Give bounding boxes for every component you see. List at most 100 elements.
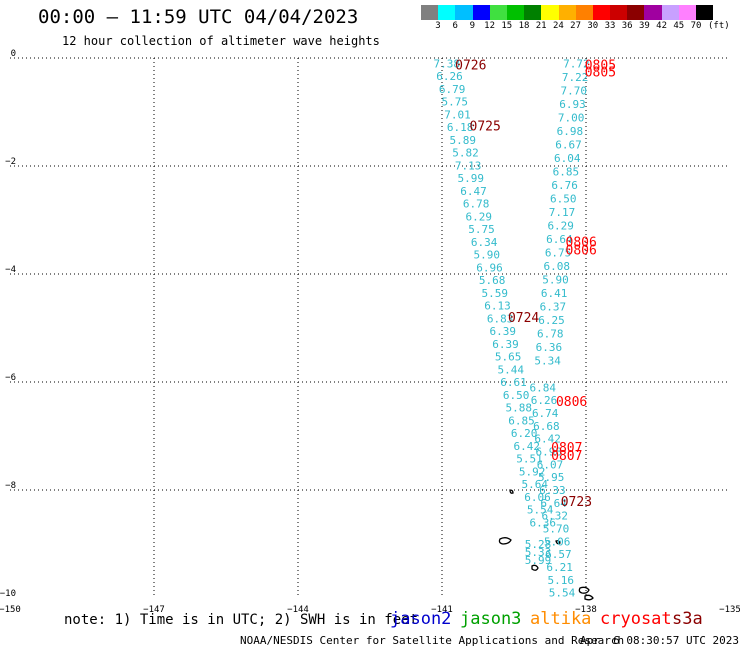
- legend-entry-cryosat: cryosat: [600, 609, 672, 629]
- wave-height-value: 6.37: [540, 300, 567, 313]
- wave-height-value: 6.85: [508, 414, 535, 427]
- wave-height-value: 5.64: [522, 478, 549, 491]
- pass-time-label: 0726: [455, 58, 486, 73]
- pass-time-label: 0807: [551, 441, 582, 456]
- wave-height-value: 6.36: [530, 516, 557, 529]
- island-outline: [578, 586, 590, 594]
- pass-time-label: 0806: [566, 236, 597, 251]
- wave-height-value: 6.74: [532, 407, 559, 420]
- colorbar-label: 6: [452, 21, 458, 31]
- wave-height-value: 5.16: [548, 574, 575, 587]
- pass-time-label: 0806: [556, 395, 587, 410]
- island-outline: [531, 564, 539, 571]
- colorbar-label: 36: [621, 21, 633, 31]
- wave-height-value: 6.61: [500, 376, 527, 389]
- colorbar-swatch: [592, 5, 611, 20]
- map-subtitle: 12 hour collection of altimeter wave hei…: [62, 34, 380, 48]
- islands: [498, 489, 594, 601]
- pass-time-label: 0724: [508, 311, 539, 326]
- wave-height-value: 7.17: [549, 206, 576, 219]
- island-outline: [498, 537, 512, 545]
- colorbar-swatch: [438, 5, 456, 20]
- wave-height-value: 6.39: [492, 338, 519, 351]
- wave-height-value: 6.36: [536, 341, 563, 354]
- wave-height-value: 6.18: [447, 121, 474, 134]
- wave-height-value: 5.95: [538, 471, 565, 484]
- wave-height-value: 5.92: [519, 465, 546, 478]
- wave-height-value: 5.99: [458, 172, 485, 185]
- colorbar-label: 33: [604, 21, 616, 31]
- legend-entry-jason2: jason2: [390, 609, 452, 629]
- wave-height-value: 5.28: [525, 538, 552, 551]
- wave-height-value: 6.06: [524, 491, 551, 504]
- wave-height-value: 5.99: [525, 554, 552, 567]
- grid-lines: [10, 57, 730, 598]
- island-outline: [584, 594, 594, 601]
- x-tick-label: −138: [575, 605, 597, 615]
- colorbar-swatch: [661, 5, 679, 20]
- wave-height-values: 7.386.266.795.757.016.185.895.827.135.99…: [434, 57, 590, 599]
- wave-height-value: 5.82: [452, 147, 479, 160]
- x-tick-label: −150: [0, 605, 21, 615]
- island-outline: [509, 489, 514, 494]
- wave-height-value: 6.08: [544, 260, 571, 273]
- colorbar-swatch: [644, 5, 662, 20]
- wave-height-value: 6.64: [546, 233, 573, 246]
- colorbar-label: 12: [484, 21, 496, 31]
- colorbar-label: 42: [656, 21, 668, 31]
- wave-height-value: 5.89: [450, 134, 477, 147]
- wave-height-value: 7.22: [562, 71, 589, 84]
- pass-time-label: 0723: [561, 495, 592, 510]
- colorbar-swatch: [455, 5, 473, 20]
- wave-height-value: 6.67: [555, 138, 582, 151]
- wave-height-value: 6.26: [436, 70, 463, 83]
- wave-height-value: 6.34: [471, 236, 498, 249]
- colorbar-unit-label: (ft): [708, 21, 730, 31]
- wave-height-value: 6.25: [538, 314, 565, 327]
- wave-height-value: 7.13: [455, 159, 482, 172]
- wave-height-value: 6.78: [463, 198, 490, 211]
- colorbar-label: 3: [435, 21, 441, 31]
- colorbar-swatch: [696, 5, 714, 20]
- wave-height-value: 6.98: [536, 446, 563, 459]
- wave-height-value: 6.84: [530, 381, 557, 394]
- colorbar-label: 30: [587, 21, 599, 31]
- wave-height-value: 5.54: [549, 587, 576, 600]
- wave-height-value: 6.98: [557, 125, 584, 138]
- wave-height-value: 6.42: [534, 433, 561, 446]
- wave-height-value: 5.54: [527, 504, 554, 517]
- island-outline: [555, 540, 561, 545]
- x-tick-label: −141: [431, 605, 453, 615]
- wave-height-value: 6.50: [550, 192, 577, 205]
- colorbar-swatch: [506, 5, 525, 20]
- wave-height-value: 5.90: [542, 273, 569, 286]
- wave-height-value: 6.79: [439, 83, 466, 96]
- wave-height-value: 5.44: [498, 363, 525, 376]
- footer-note: note: 1) Time is in UTC; 2) SWH is in fe…: [64, 612, 419, 628]
- wave-height-colorbar: [421, 5, 714, 20]
- pass-time-label: 0806: [566, 244, 597, 259]
- wave-height-value: 6.41: [541, 287, 568, 300]
- wave-height-value: 6.50: [503, 389, 530, 402]
- wave-height-value: 7.38: [434, 57, 461, 70]
- colorbar-swatch: [489, 5, 507, 20]
- wave-height-value: 6.29: [466, 210, 493, 223]
- pass-time-label: 0807: [551, 449, 582, 464]
- wave-height-value: 5.88: [506, 402, 533, 415]
- wave-height-value: 5.06: [544, 535, 571, 548]
- wave-height-value: 6.07: [537, 458, 564, 471]
- wave-height-value: 5.34: [534, 354, 561, 367]
- y-tick-label: −2: [5, 157, 16, 167]
- wave-height-value: 6.68: [533, 420, 560, 433]
- colorbar-label: 70: [690, 21, 702, 31]
- colorbar-swatch: [575, 5, 593, 20]
- wave-height-value: 5.70: [543, 522, 570, 535]
- colorbar-swatch: [421, 5, 439, 20]
- colorbar-swatch: [524, 5, 542, 20]
- wave-height-value: 5.51: [516, 453, 543, 466]
- map-title: 00:00 – 11:59 UTC 04/04/2023: [38, 6, 359, 28]
- legend-entry-s3a: s3a: [672, 609, 703, 629]
- colorbar-label: 27: [570, 21, 582, 31]
